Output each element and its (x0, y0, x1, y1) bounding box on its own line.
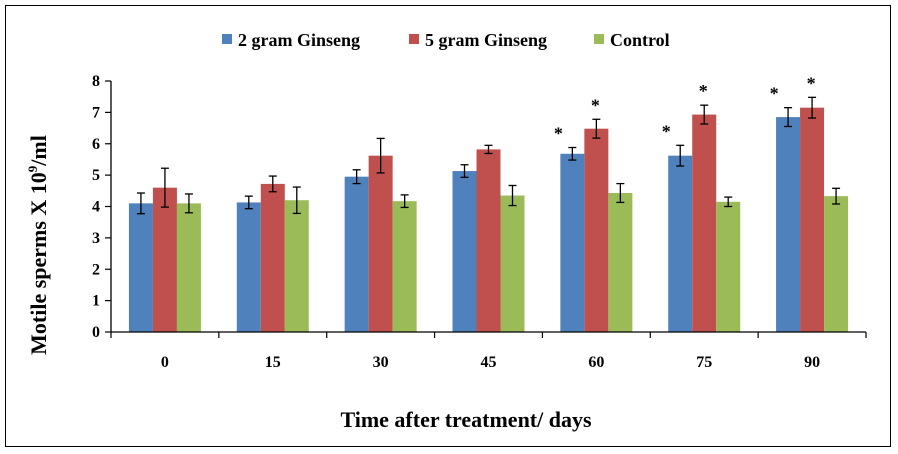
x-tick-label: 15 (265, 354, 281, 371)
y-axis-ticks: 0 1 2 3 4 5 6 7 8 (92, 73, 111, 341)
y-tick-label: 2 (92, 261, 100, 278)
bar (668, 155, 693, 332)
bar (176, 203, 201, 332)
y-axis-title: Motile sperms X 109/ml (25, 135, 51, 355)
legend-label: Control (610, 30, 670, 50)
bar (776, 117, 801, 332)
x-tick-label: 45 (481, 354, 497, 371)
legend-swatch (594, 34, 604, 44)
y-tick-label: 7 (92, 104, 100, 121)
y-axis-title-unit: /ml (26, 135, 51, 167)
y-tick-label: 4 (92, 199, 100, 216)
legend-label: 5 gram Ginseng (425, 30, 547, 50)
bar (260, 183, 285, 332)
x-tick-label: 60 (588, 354, 604, 371)
significance-marker: * (770, 84, 779, 104)
bar (476, 149, 501, 332)
error-bars (136, 96, 841, 215)
significance-marker: * (554, 124, 563, 144)
x-tick-label: 30 (373, 354, 389, 371)
bar (824, 196, 849, 332)
bar (560, 153, 585, 332)
bar (692, 114, 717, 332)
x-tick-label: 90 (804, 354, 820, 371)
legend-swatch (409, 34, 419, 44)
bar (128, 203, 153, 332)
bar (368, 155, 393, 332)
bar (716, 201, 741, 332)
y-axis-title-exponent: 9 (25, 165, 40, 172)
y-tick-label: 0 (92, 324, 100, 341)
bar (236, 202, 261, 332)
bars (128, 107, 849, 332)
x-tick-label: 75 (696, 354, 712, 371)
bar (344, 176, 369, 332)
y-tick-label: 6 (92, 136, 100, 153)
chart-frame (5, 5, 891, 447)
bar (284, 200, 309, 332)
significance-marker: * (662, 121, 671, 141)
bar (584, 128, 609, 332)
significance-marker: * (807, 73, 816, 93)
bar (608, 193, 633, 332)
legend: 2 gram Ginseng 5 gram Ginseng Control (222, 30, 670, 50)
legend-label: 2 gram Ginseng (238, 30, 360, 50)
y-tick-label: 8 (92, 73, 100, 90)
x-axis-ticks: 0 15 30 45 60 75 90 (110, 332, 867, 371)
y-tick-label: 1 (92, 293, 100, 310)
bar (152, 187, 177, 332)
bar (800, 107, 825, 332)
bar (392, 201, 417, 332)
x-tick-label: 0 (161, 354, 169, 371)
bar (500, 195, 525, 332)
y-tick-label: 3 (92, 230, 100, 247)
y-tick-label: 5 (92, 167, 100, 184)
significance-marker: * (699, 81, 708, 101)
x-axis-title: Time after treatment/ days (340, 407, 592, 432)
significance-markers: * * * * * * (554, 73, 816, 143)
bar (452, 171, 477, 332)
axes (110, 81, 866, 333)
legend-swatch (222, 34, 232, 44)
significance-marker: * (591, 95, 600, 115)
y-axis-title-main: Motile sperms X 10 (26, 172, 51, 355)
